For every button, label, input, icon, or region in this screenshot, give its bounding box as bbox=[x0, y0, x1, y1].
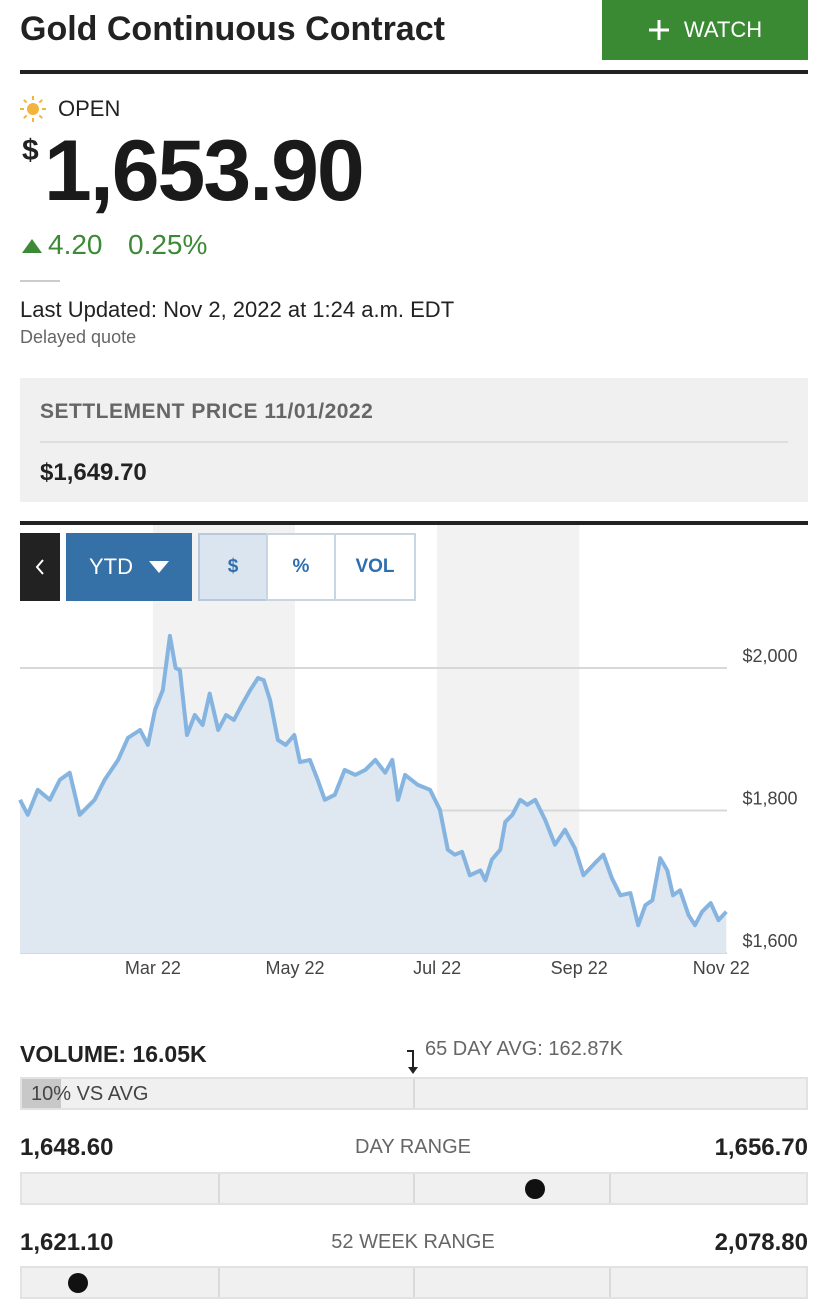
change-percent: 0.25% bbox=[128, 229, 208, 260]
change: 4.20 bbox=[48, 229, 103, 260]
week52-range-label: 52 WEEK RANGE bbox=[331, 1231, 495, 1253]
divider bbox=[413, 1268, 415, 1297]
volume-average: 65 DAY AVG: 162.87K bbox=[425, 1038, 623, 1060]
y-tick-label: $1,600 bbox=[742, 931, 797, 951]
divider bbox=[609, 1268, 611, 1297]
range-marker bbox=[524, 1179, 545, 1199]
week52-range-bar bbox=[20, 1266, 808, 1299]
plus-icon bbox=[648, 20, 669, 40]
week52-low: 1,621.10 bbox=[20, 1229, 114, 1256]
day-high: 1,656.70 bbox=[714, 1134, 808, 1161]
settlement-box: SETTLEMENT PRICE 11/01/2022 $1,649.70 bbox=[20, 378, 808, 502]
up-arrow bbox=[22, 239, 42, 253]
range-marker bbox=[68, 1273, 89, 1293]
market-status: OPEN bbox=[58, 96, 121, 121]
delayed-note: Delayed quote bbox=[20, 327, 137, 347]
x-tick-label: Jul 22 bbox=[413, 958, 461, 978]
day-range-label: DAY RANGE bbox=[355, 1136, 471, 1158]
avg-marker bbox=[407, 1050, 418, 1074]
y-tick-label: $1,800 bbox=[742, 788, 797, 808]
volume-vs-average: 10% VS AVG bbox=[31, 1083, 149, 1105]
volume-bar: 10% VS AVG bbox=[20, 1077, 808, 1110]
x-tick-label: May 22 bbox=[265, 958, 324, 978]
divider bbox=[218, 1174, 220, 1203]
week52-high: 2,078.80 bbox=[714, 1229, 808, 1256]
sun-icon bbox=[20, 96, 46, 122]
area bbox=[20, 635, 727, 953]
volume-label: VOLUME: 16.05K bbox=[20, 1041, 207, 1067]
caret-icon bbox=[149, 561, 169, 573]
rule bbox=[40, 441, 788, 443]
day-low: 1,648.60 bbox=[20, 1134, 114, 1161]
x-tick-label: Sep 22 bbox=[551, 958, 608, 978]
period-dropdown[interactable]: YTD bbox=[66, 533, 192, 601]
volume-fill bbox=[22, 1079, 62, 1108]
back-button[interactable] bbox=[20, 533, 60, 601]
divider bbox=[413, 1174, 415, 1203]
rule bbox=[20, 280, 60, 282]
volume-mode-button[interactable]: VOL bbox=[334, 533, 416, 601]
divider bbox=[609, 1174, 611, 1203]
price-chart: $1,600 $1,800 $2,000 Mar 22 May 22 Jul 22 Sep … bbox=[18, 525, 798, 978]
divider bbox=[413, 1079, 415, 1108]
last-updated: Last Updated: Nov 2, 2022 at 1:24 a.m. E… bbox=[20, 297, 455, 322]
rule bbox=[20, 70, 808, 74]
settlement-label: SETTLEMENT PRICE 11/01/2022 bbox=[40, 400, 374, 423]
x-tick-label: Nov 22 bbox=[693, 958, 750, 978]
price-mode-button[interactable]: $ bbox=[198, 533, 268, 601]
percent-mode-button[interactable]: % bbox=[266, 533, 336, 601]
watch-button[interactable]: WATCH bbox=[602, 0, 808, 60]
page-title: Gold Continuous Contract bbox=[20, 10, 445, 48]
period-label: YTD bbox=[89, 554, 133, 579]
settlement-value: $1,649.70 bbox=[40, 459, 147, 486]
divider bbox=[218, 1268, 220, 1297]
price: 1,653.90 bbox=[44, 123, 365, 219]
rule bbox=[20, 521, 808, 525]
chevron-icon bbox=[35, 559, 44, 575]
day-range-bar bbox=[20, 1172, 808, 1205]
watch-label: WATCH bbox=[683, 17, 763, 42]
x-tick-label: Mar 22 bbox=[125, 958, 181, 978]
price-line bbox=[18, 633, 728, 928]
currency: $ bbox=[22, 134, 39, 167]
y-tick-label: $2,000 bbox=[742, 646, 797, 666]
